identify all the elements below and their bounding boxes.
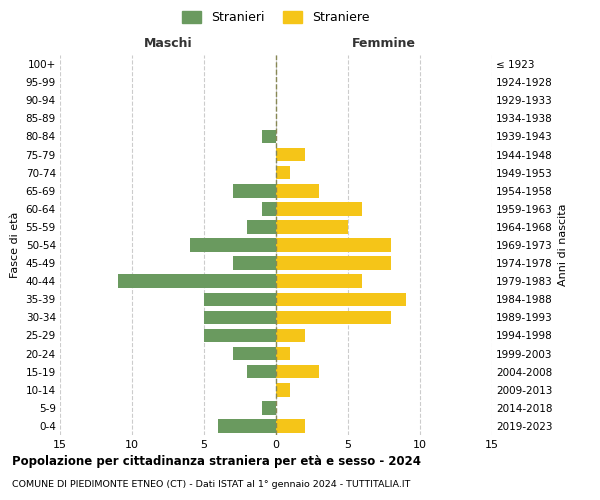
- Bar: [218, 419, 276, 432]
- Bar: [276, 274, 362, 288]
- Bar: [276, 238, 391, 252]
- Bar: [247, 220, 276, 234]
- Y-axis label: Anni di nascita: Anni di nascita: [559, 204, 568, 286]
- Bar: [276, 347, 290, 360]
- Bar: [276, 184, 319, 198]
- Bar: [262, 202, 276, 215]
- Text: COMUNE DI PIEDIMONTE ETNEO (CT) - Dati ISTAT al 1° gennaio 2024 - TUTTITALIA.IT: COMUNE DI PIEDIMONTE ETNEO (CT) - Dati I…: [12, 480, 410, 489]
- Bar: [247, 365, 276, 378]
- Bar: [118, 274, 276, 288]
- Text: Popolazione per cittadinanza straniera per età e sesso - 2024: Popolazione per cittadinanza straniera p…: [12, 455, 421, 468]
- Bar: [276, 292, 406, 306]
- Bar: [190, 238, 276, 252]
- Bar: [276, 256, 391, 270]
- Bar: [276, 148, 305, 162]
- Bar: [276, 202, 362, 215]
- Y-axis label: Fasce di età: Fasce di età: [10, 212, 20, 278]
- Bar: [276, 328, 305, 342]
- Bar: [204, 292, 276, 306]
- Bar: [204, 328, 276, 342]
- Legend: Stranieri, Straniere: Stranieri, Straniere: [178, 6, 374, 29]
- Bar: [233, 347, 276, 360]
- Text: Femmine: Femmine: [352, 36, 416, 50]
- Bar: [276, 220, 348, 234]
- Bar: [276, 383, 290, 396]
- Bar: [276, 419, 305, 432]
- Bar: [276, 166, 290, 179]
- Bar: [262, 130, 276, 143]
- Bar: [276, 310, 391, 324]
- Text: Maschi: Maschi: [143, 36, 193, 50]
- Bar: [233, 256, 276, 270]
- Bar: [233, 184, 276, 198]
- Bar: [276, 365, 319, 378]
- Bar: [204, 310, 276, 324]
- Bar: [262, 401, 276, 414]
